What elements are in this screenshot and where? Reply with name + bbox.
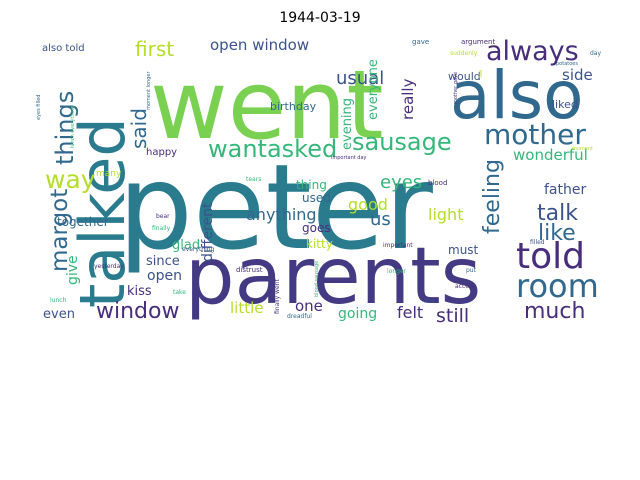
cloud-word-accept: accept	[455, 283, 476, 290]
cloud-word-window: window	[96, 299, 179, 324]
cloud-word-anything: anything	[246, 205, 317, 224]
cloud-word-sausage: sausage	[352, 128, 452, 156]
cloud-word-much: much	[524, 299, 585, 324]
cloud-word-moment: moment	[572, 146, 593, 152]
cloud-word-distrust: distrust	[236, 266, 263, 274]
cloud-word-side: side	[562, 66, 593, 84]
cloud-word-birthday: birthday	[270, 100, 317, 113]
cloud-word-blood: blood	[428, 179, 447, 187]
cloud-word-many: many	[96, 169, 122, 179]
cloud-word-usual: usual	[336, 68, 384, 89]
cloud-word-margot: margot	[47, 189, 73, 272]
cloud-word-tears: tears	[246, 176, 261, 183]
cloud-word-really: really	[399, 78, 417, 120]
cloud-word-room: room	[516, 267, 599, 305]
chart-title: 1944-03-19	[279, 10, 361, 26]
cloud-word-together: together	[57, 215, 109, 229]
cloud-word-must: must	[448, 243, 479, 257]
cloud-word-mother-gave: mother gave	[453, 72, 459, 104]
cloud-word-talked: talked	[66, 117, 139, 308]
cloud-word-important: important	[383, 242, 413, 249]
cloud-word-talk: talk	[537, 201, 578, 226]
cloud-word-feeling: feeling	[480, 159, 505, 234]
cloud-word-evening: evening	[340, 98, 355, 150]
cloud-word-filled: filled	[530, 239, 545, 246]
cloud-word-goes: goes	[302, 221, 331, 235]
cloud-word-father: father	[544, 182, 586, 198]
cloud-word-lunch: lunch	[50, 297, 67, 304]
cloud-word-eyes: eyes	[380, 172, 422, 193]
cloud-word-liked: liked	[552, 98, 578, 111]
cloud-word-five: five	[424, 298, 435, 305]
cloud-word-yesterday: yesterday	[94, 263, 124, 270]
cloud-word-said: said	[127, 108, 151, 149]
cloud-word-told: told	[516, 236, 585, 277]
cloud-word-good: good	[348, 195, 388, 214]
cloud-word-different: different	[200, 202, 216, 262]
cloud-word-gave: gave	[412, 38, 429, 46]
cloud-word-glad: glad	[172, 238, 200, 253]
cloud-word-finally-went: finally went	[274, 279, 281, 314]
cloud-word-peter: peter	[118, 138, 433, 276]
cloud-word-important-day: important day	[331, 155, 367, 161]
cloud-word-everyone: everyone	[366, 59, 381, 120]
cloud-word-longer: longer	[387, 268, 407, 275]
cloud-word-lunch-everything: lunch everything	[70, 106, 76, 148]
cloud-word-put: put	[466, 267, 477, 274]
cloud-word-mother: mother	[484, 118, 586, 151]
cloud-word-even: even	[43, 307, 75, 322]
cloud-word-one: one	[295, 297, 323, 315]
cloud-word-blood-sausage: blood sausage	[314, 261, 320, 297]
cloud-word-open: open	[147, 268, 182, 284]
cloud-word-first: first	[135, 37, 174, 61]
cloud-word-wonderful: wonderful	[513, 146, 588, 164]
cloud-word-suddenly: suddenly	[450, 50, 478, 57]
cloud-word-thing: thing	[296, 178, 327, 192]
cloud-word-dreadful: dreadful	[287, 313, 312, 320]
cloud-word-would: would	[448, 70, 481, 83]
cloud-word-happy: happy	[146, 147, 177, 158]
cloud-word-way: way	[45, 165, 96, 194]
cloud-word-kiss: kiss	[127, 284, 152, 299]
cloud-word-tea: tea	[478, 70, 484, 78]
cloud-word-also-told: also told	[42, 43, 85, 54]
cloud-word-give: give	[65, 255, 81, 285]
cloud-word-potatoes: potatoes	[556, 61, 578, 67]
cloud-word-argument: argument	[461, 38, 495, 46]
cloud-word-moment-longer: moment longer	[146, 71, 152, 110]
cloud-word-parents: parents	[185, 232, 481, 322]
cloud-word-everything: everything	[182, 246, 215, 253]
cloud-word-also: also	[450, 57, 584, 134]
cloud-word-since: since	[146, 254, 180, 269]
cloud-word-eyes-filled: eyes filled	[36, 95, 42, 120]
cloud-word-day: day	[590, 50, 601, 57]
cloud-word-light: light	[428, 205, 463, 224]
cloud-word-bear: bear	[156, 213, 170, 220]
cloud-word-went: went	[150, 51, 384, 161]
cloud-word-kitty: kitty	[306, 237, 333, 251]
cloud-word-open-window: open window	[210, 36, 309, 54]
cloud-word-things: things	[51, 91, 79, 165]
cloud-word-felt: felt	[397, 303, 423, 322]
cloud-word-always: always	[486, 36, 579, 67]
cloud-word-wantasked: wantasked	[208, 135, 337, 163]
cloud-word-take: take	[173, 289, 186, 296]
cloud-word-used: used	[302, 191, 331, 205]
cloud-word-like: like	[538, 221, 576, 246]
cloud-word-finally: finally	[152, 225, 171, 232]
cloud-word-us: us	[370, 209, 391, 230]
cloud-word-little: little	[230, 299, 264, 317]
cloud-word-going: going	[338, 306, 377, 322]
cloud-word-still: still	[436, 305, 469, 327]
